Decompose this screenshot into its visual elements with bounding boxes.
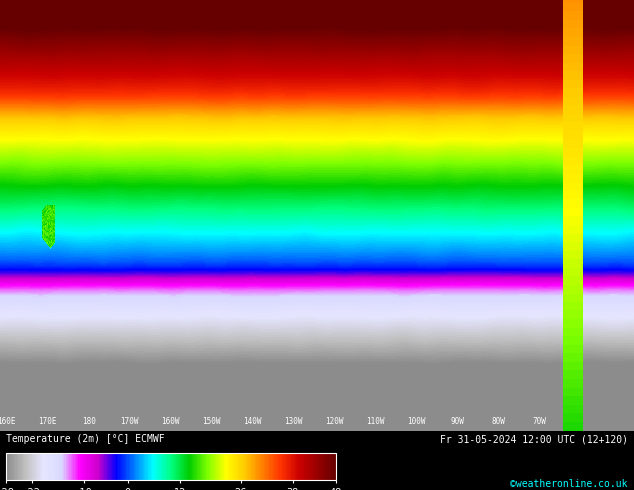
Text: 90W: 90W xyxy=(451,416,465,426)
Text: Fr 31-05-2024 12:00 UTC (12+120): Fr 31-05-2024 12:00 UTC (12+120) xyxy=(439,434,628,444)
Text: 100W: 100W xyxy=(407,416,426,426)
Text: 170W: 170W xyxy=(120,416,139,426)
Text: 120W: 120W xyxy=(325,416,344,426)
Text: 140W: 140W xyxy=(243,416,262,426)
Text: Temperature (2m) [°C] ECMWF: Temperature (2m) [°C] ECMWF xyxy=(6,434,165,444)
Text: 160W: 160W xyxy=(162,416,180,426)
Text: 160E: 160E xyxy=(0,416,16,426)
Text: 70W: 70W xyxy=(533,416,547,426)
Text: 80W: 80W xyxy=(491,416,505,426)
Text: 170E: 170E xyxy=(39,416,57,426)
Text: 110W: 110W xyxy=(366,416,385,426)
Text: 150W: 150W xyxy=(202,416,221,426)
Text: 180: 180 xyxy=(82,416,96,426)
Text: ©weatheronline.co.uk: ©weatheronline.co.uk xyxy=(510,479,628,489)
Text: 130W: 130W xyxy=(285,416,303,426)
